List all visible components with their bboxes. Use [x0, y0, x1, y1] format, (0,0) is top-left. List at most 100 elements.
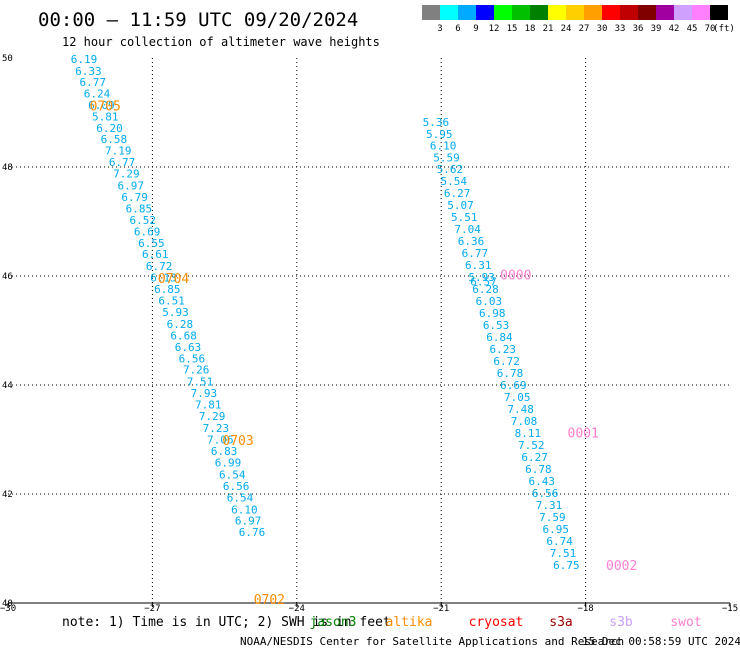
colorbar-label: 6 [455, 24, 460, 34]
colorbar-label: 27 [579, 24, 590, 34]
wave-height-value: 6.09 [88, 99, 115, 112]
time-label: 0704 [158, 272, 189, 287]
wave-height-value: 6.72 [493, 355, 520, 368]
wave-height-value: 6.74 [546, 535, 573, 548]
y-tick-label: 50 [2, 54, 13, 64]
wave-height-value: 5.36 [423, 116, 450, 129]
wave-height-value: 7.93 [191, 387, 218, 400]
wave-height-value: 6.43 [529, 475, 556, 488]
colorbar-label: 45 [687, 24, 698, 34]
wave-height-value: 6.36 [458, 235, 485, 248]
wave-height-value: 6.31 [465, 259, 492, 272]
wave-height-value: 6.78 [497, 367, 524, 380]
y-tick-label: 42 [2, 490, 13, 500]
wave-height-value: 6.77 [79, 76, 106, 89]
wave-height-value: 6.24 [84, 87, 111, 100]
wave-height-value: 6.77 [109, 156, 136, 169]
x-tick-label: −27 [144, 604, 160, 614]
plot-marks: 6.196.336.776.246.095.816.206.587.196.77… [71, 53, 638, 608]
wave-height-value: 7.29 [113, 168, 140, 181]
colorbar-unit: (ft) [713, 24, 735, 34]
wave-height-value: 7.48 [507, 403, 534, 416]
wave-height-value: 7.19 [105, 145, 132, 158]
colorbar-label: 39 [651, 24, 662, 34]
colorbar-label: 30 [597, 24, 608, 34]
time-label: 0705 [90, 99, 121, 114]
colorbar-legend: 3 6 9 12 15 18 21 24 27 30 33 36 39 42 45 70(ft) [422, 5, 735, 34]
colorbar-swatch [692, 5, 710, 20]
wave-height-value: 6.28 [472, 283, 499, 296]
wave-height-value: 7.05 [504, 391, 531, 404]
wave-height-value: 7.81 [195, 399, 222, 412]
colorbar-swatch [476, 5, 494, 20]
x-tick-label: −21 [433, 604, 449, 614]
wave-height-value: 6.83 [211, 445, 238, 458]
plot-axes: −30 −27 −24 −21 −18 −15 40 42 44 46 48 50 [0, 54, 738, 614]
wave-height-value: 5.51 [451, 211, 478, 224]
wave-height-value: 6.20 [96, 122, 123, 135]
wave-height-value: 6.56 [179, 352, 206, 365]
satellite-label-swot: swot [670, 615, 701, 630]
x-tick-label: −30 [0, 604, 16, 614]
wave-height-value: 6.53 [483, 319, 510, 332]
colorbar-label: 12 [489, 24, 500, 34]
x-tick-label: −18 [577, 604, 593, 614]
wave-height-value: 6.68 [170, 329, 197, 342]
wave-height-value: 6.97 [235, 515, 262, 528]
colorbar-swatch [512, 5, 530, 20]
colorbar-label: 70 [705, 24, 716, 34]
colorbar-swatch [494, 5, 512, 20]
wave-height-value: 6.72 [146, 260, 173, 273]
wave-height-value: 7.51 [187, 376, 214, 389]
wave-height-value: 7.06 [207, 434, 234, 447]
colorbar-swatch [566, 5, 584, 20]
wave-height-value: 6.27 [521, 451, 548, 464]
wave-height-value: 7.31 [536, 499, 563, 512]
wave-height-value: 7.59 [539, 511, 566, 524]
chart-subtitle: 12 hour collection of altimeter wave hei… [62, 35, 380, 49]
track-altika: 6.196.336.776.246.095.816.206.587.196.77… [71, 53, 285, 608]
satellite-legend: jason3 altika cryosat s3a s3b swot [310, 615, 702, 630]
wave-height-value: 6.33 [75, 65, 102, 78]
wave-height-value: 6.85 [154, 283, 181, 296]
y-tick-label: 40 [2, 599, 13, 609]
colorbar-label: 15 [507, 24, 518, 34]
colorbar-label: 18 [525, 24, 536, 34]
wave-height-value: 6.77 [462, 247, 489, 260]
wave-height-value: 6.57 [470, 275, 497, 288]
wave-height-value: 6.85 [126, 202, 153, 215]
wave-height-value: 6.79 [121, 191, 148, 204]
y-tick-label: 46 [2, 272, 13, 282]
time-label: 0000 [500, 268, 531, 283]
wave-height-value: 6.10 [231, 503, 258, 516]
colorbar-swatch [710, 5, 728, 20]
wave-height-value: 5.54 [440, 175, 467, 188]
colorbar-swatch [674, 5, 692, 20]
satellite-label-cryosat: cryosat [469, 615, 524, 630]
colorbar-swatch [440, 5, 458, 20]
satellite-label-jason3: jason3 [310, 615, 357, 630]
wave-height-value: 6.27 [444, 187, 471, 200]
wave-height-value: 6.19 [71, 53, 98, 66]
wave-height-value: 5.93 [468, 271, 495, 284]
wave-height-value: 5.59 [433, 152, 460, 165]
wave-height-value: 6.56 [223, 480, 250, 493]
colorbar-label: 42 [669, 24, 680, 34]
satellite-label-altika: altika [386, 615, 433, 630]
wave-height-value: 6.76 [239, 526, 266, 539]
track-swot: 5.365.956.105.595.625.546.275.075.517.04… [423, 116, 638, 574]
wave-height-value: 6.69 [500, 379, 527, 392]
time-label: 0702 [254, 593, 285, 608]
wave-height-value: 5.93 [162, 306, 189, 319]
time-label: 0001 [568, 426, 599, 441]
footer-credit: NOAA/NESDIS Center for Satellite Applica… [240, 635, 624, 648]
wave-height-value: 7.29 [199, 410, 226, 423]
wave-height-value: 6.54 [227, 491, 254, 504]
wave-height-value: 5.95 [426, 128, 453, 141]
colorbar-label: 24 [561, 24, 572, 34]
colorbar-label: 3 [437, 24, 442, 34]
satellite-label-s3a: s3a [549, 615, 572, 630]
wave-height-value: 6.84 [486, 331, 513, 344]
wave-height-value: 5.07 [447, 199, 474, 212]
